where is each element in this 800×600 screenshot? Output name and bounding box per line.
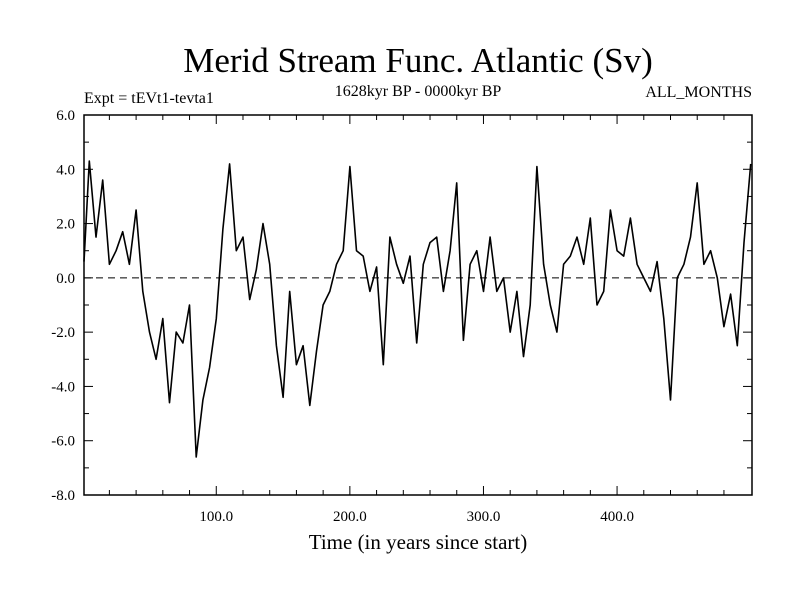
x-tick-label: 100.0 [199, 509, 233, 525]
subtitle-months: ALL_MONTHS [645, 84, 752, 101]
plot-area: -8.0 -6.0 -4.0 -2.0 0.0 2.0 4.0 6.0 100.0 200.0 30… [51, 108, 753, 525]
subtitle-period: 1628kyr BP - 0000kyr BP [335, 83, 502, 100]
y-tick-label: 6.0 [56, 108, 75, 124]
x-tick-label: 400.0 [600, 509, 634, 525]
chart-title: Merid Stream Func. Atlantic (Sv) [183, 41, 653, 80]
y-tick-label: -4.0 [51, 379, 75, 395]
y-tick-label: -8.0 [51, 488, 75, 504]
y-tick-label: -6.0 [51, 434, 75, 450]
subtitle-experiment: Expt = tEVt1-tevta1 [84, 90, 214, 107]
x-tick-label: 300.0 [467, 509, 501, 525]
y-tick-label: 0.0 [56, 271, 75, 287]
y-tick-label: 2.0 [56, 217, 75, 233]
x-tick-label: 200.0 [333, 509, 367, 525]
y-tick-label: -2.0 [51, 325, 75, 341]
series-line [83, 160, 752, 458]
x-axis-label: Time (in years since start) [309, 530, 528, 554]
plot-frame [83, 114, 753, 496]
y-tick-label: 4.0 [56, 162, 75, 178]
